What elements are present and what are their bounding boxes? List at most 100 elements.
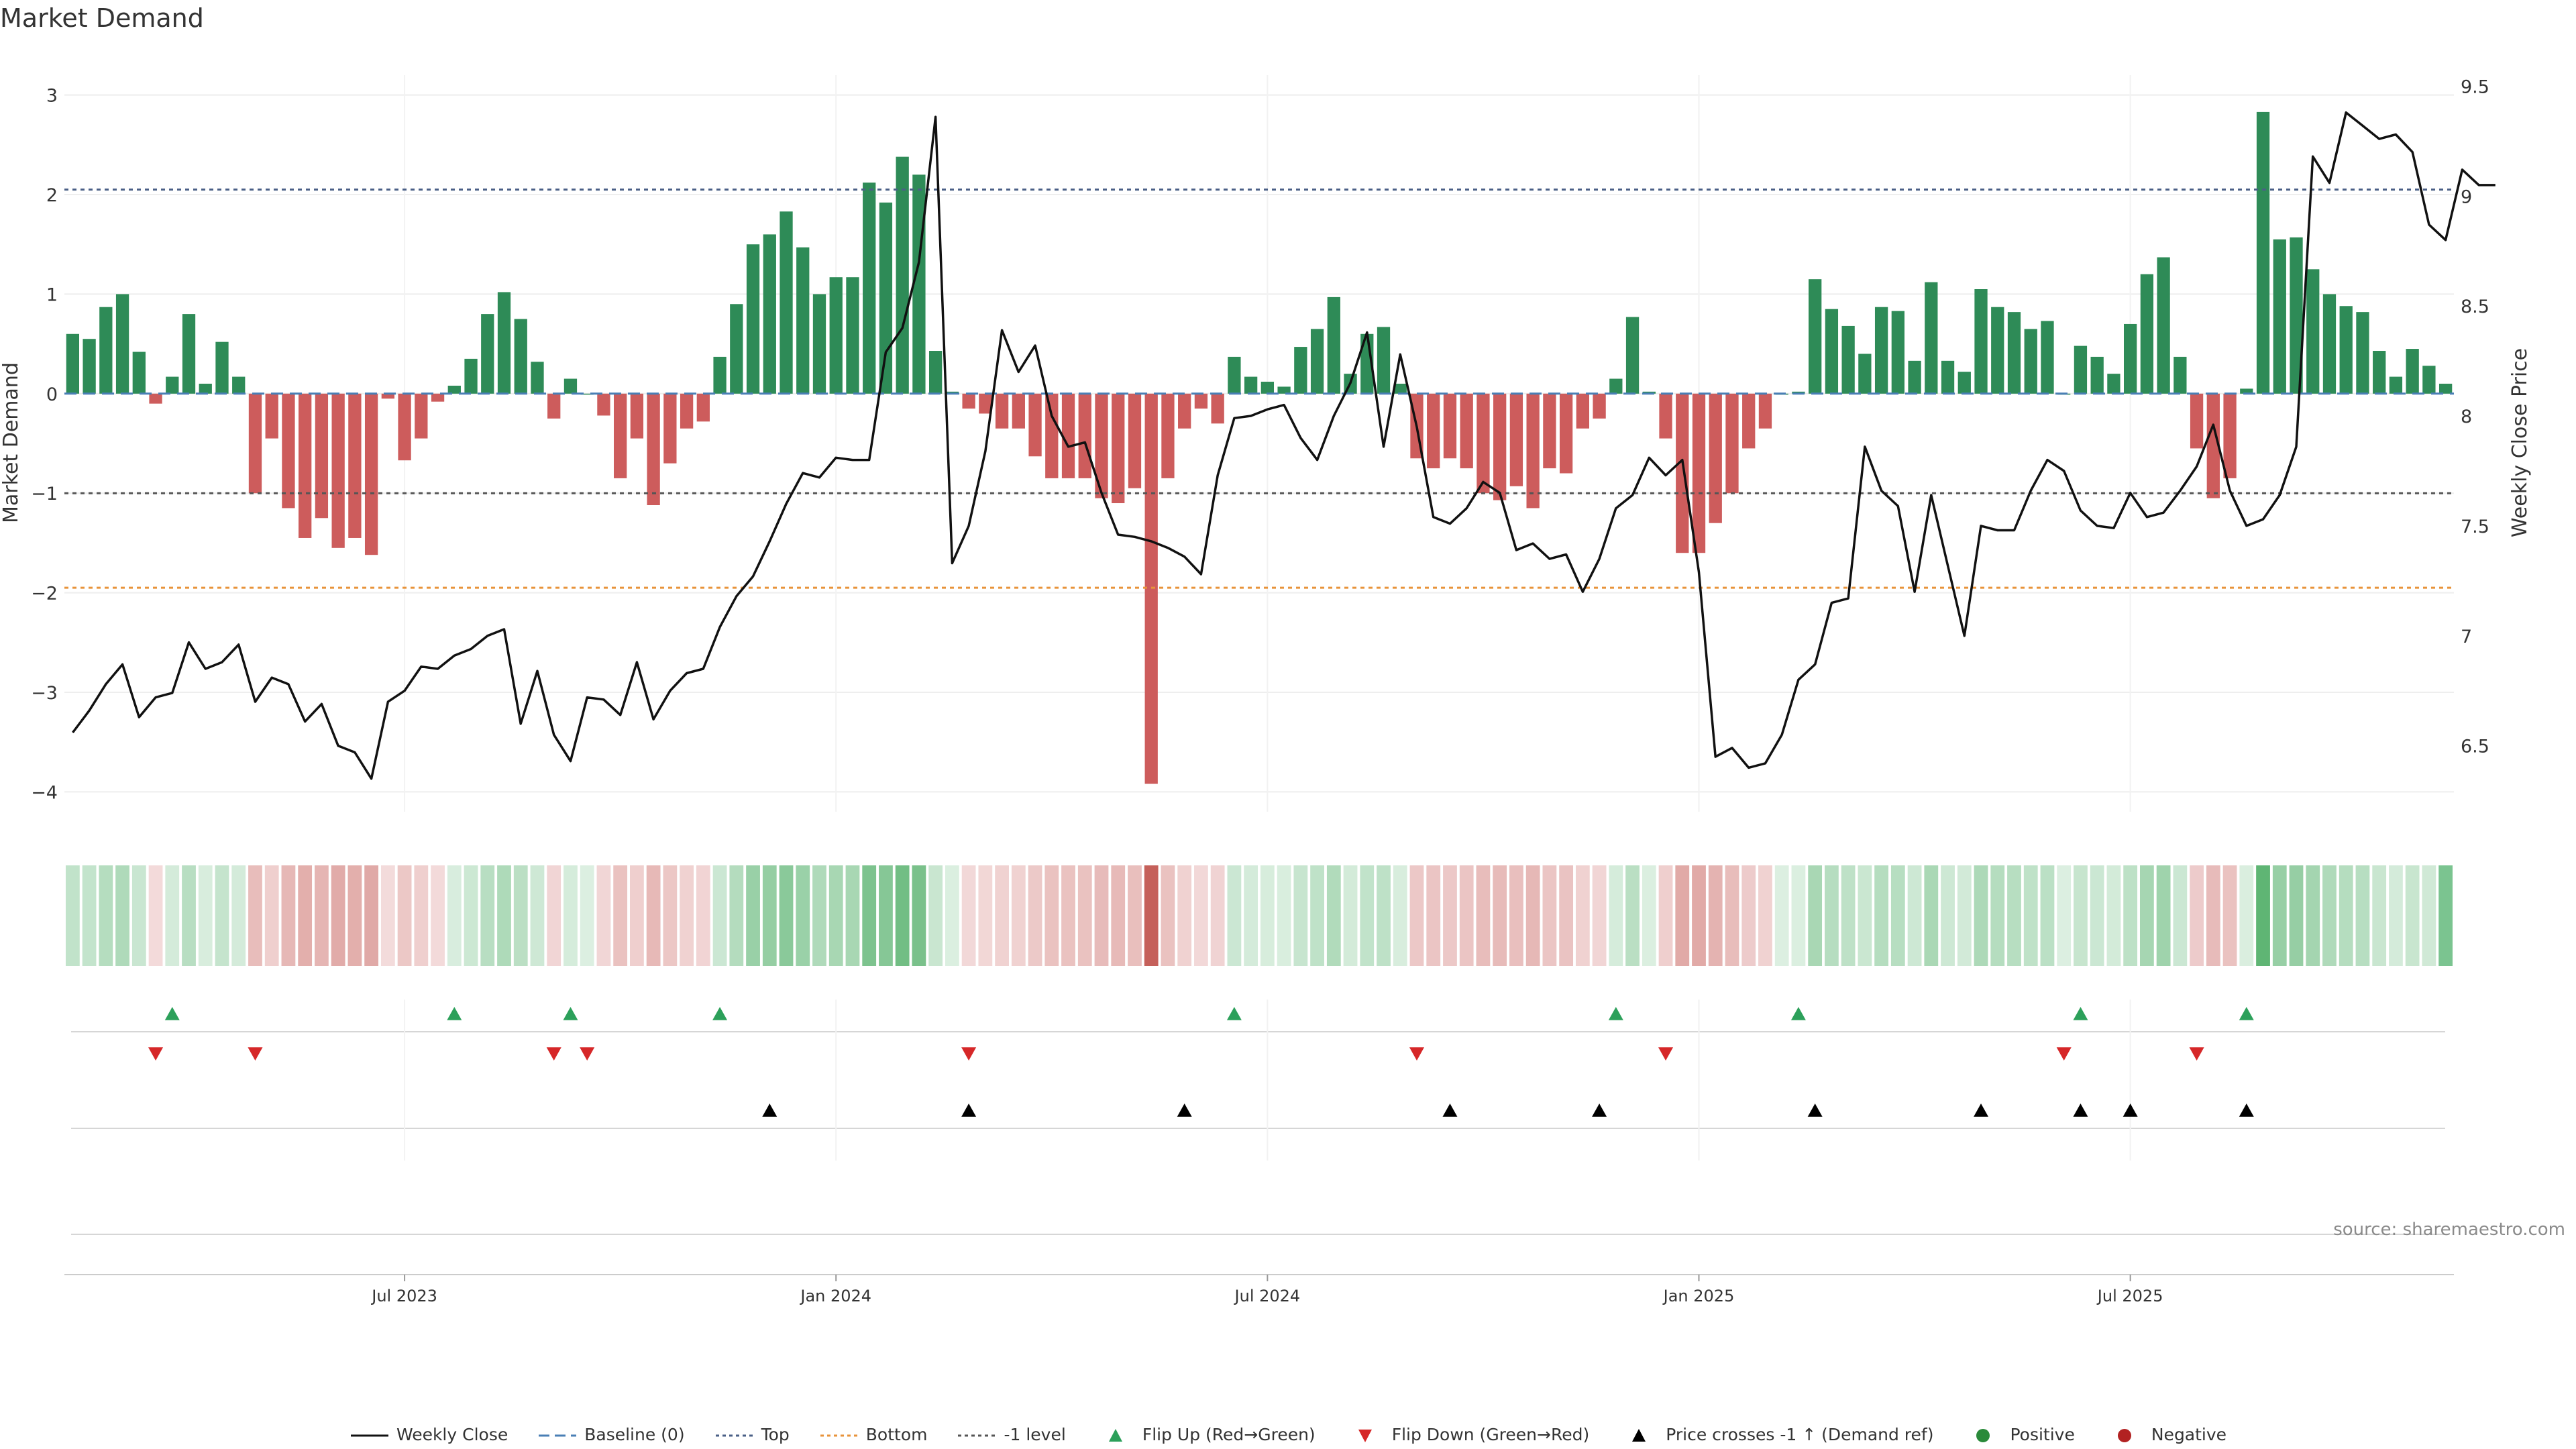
price-cross-marker	[762, 1104, 777, 1117]
strip-cell	[1509, 865, 1523, 966]
demand-bar	[1211, 393, 1224, 424]
x-tick-label: Jan 2025	[1662, 1287, 1735, 1305]
legend-swatch	[1632, 1428, 1646, 1442]
demand-bar	[1327, 297, 1340, 394]
strip-cell	[2139, 865, 2154, 966]
legend-label: Positive	[2010, 1424, 2075, 1444]
strip-cell	[1692, 865, 1706, 966]
flip-up-marker	[1790, 1007, 1806, 1020]
y-tick-label: 2	[46, 185, 58, 206]
strip-cell	[431, 865, 445, 966]
strip-cell	[2156, 865, 2171, 966]
demand-bar	[99, 307, 113, 394]
demand-bar	[1028, 393, 1042, 457]
strip-cell	[414, 865, 429, 966]
strip-cell	[1493, 865, 1507, 966]
strip-cell	[99, 865, 113, 966]
strip-cell	[331, 865, 345, 966]
strip-cell	[1990, 865, 2005, 966]
demand-bar	[1460, 393, 1473, 469]
strip-cell	[2372, 865, 2387, 966]
strip-cell	[1941, 865, 1955, 966]
strip-cell	[2173, 865, 2188, 966]
legend-swatch	[1358, 1429, 1372, 1442]
strip-cell	[680, 865, 694, 966]
strip-cell	[231, 865, 246, 966]
demand-bar	[1543, 393, 1556, 469]
strip-cell	[2090, 865, 2104, 966]
chart-legend: Weekly Close Baseline (0) Top Bottom -1 leve…	[0, 1424, 2576, 1444]
legend-item: -1 level	[957, 1425, 1066, 1444]
demand-bar	[481, 314, 494, 394]
demand-bar	[1758, 393, 1772, 429]
strip-cell	[1808, 865, 1823, 966]
demand-bar	[713, 356, 727, 394]
demand-bar	[1676, 393, 1689, 553]
strip-cell	[1377, 865, 1391, 966]
demand-bar	[2090, 356, 2104, 394]
strip-cell	[2040, 865, 2055, 966]
y-axis-label: Market Demand	[0, 362, 23, 523]
demand-bar	[1625, 317, 1640, 394]
demand-bar	[1709, 393, 1722, 523]
legend-swatch	[2117, 1428, 2131, 1442]
demand-bar	[647, 393, 660, 505]
price-cross-marker	[961, 1104, 977, 1117]
price-cross-marker	[2073, 1104, 2088, 1117]
strip-cell	[564, 865, 578, 966]
strip-cell	[281, 865, 296, 966]
demand-bar	[1809, 279, 1822, 394]
grid-lines	[64, 75, 2454, 812]
flip-down-marker	[961, 1047, 977, 1061]
demand-bar	[812, 294, 826, 394]
flip-down-marker	[2056, 1047, 2072, 1061]
strip-cell	[1525, 865, 1540, 966]
strip-cell	[513, 865, 528, 966]
demand-bar	[763, 234, 776, 394]
strip-cell	[1459, 865, 1474, 966]
demand-bar	[2024, 329, 2037, 394]
y-tick-label: 0	[46, 384, 58, 405]
strip-cell	[148, 865, 163, 966]
demand-bar	[1310, 329, 1324, 394]
strip-cell	[2106, 865, 2121, 966]
strip-cell	[1907, 865, 1922, 966]
strip-cell	[248, 865, 262, 966]
strip-cell	[1244, 865, 1258, 966]
demand-bar	[1260, 382, 1275, 394]
price-cross-marker	[2239, 1104, 2254, 1117]
strip-cell	[796, 865, 810, 966]
flip-down-marker	[1409, 1047, 1424, 1061]
demand-bar	[2007, 312, 2021, 394]
x-tick-label: Jul 2024	[1234, 1287, 1301, 1305]
demand-bar	[331, 393, 345, 548]
y-axis-ticks: 3 2 1 0 −1 −2 −3 −4	[31, 86, 58, 804]
demand-bar	[564, 378, 578, 394]
demand-bar	[364, 393, 378, 555]
demand-bar	[115, 294, 129, 394]
strip-cell	[2023, 865, 2038, 966]
demand-bar	[630, 393, 644, 439]
demand-bar	[1692, 393, 1706, 553]
weekly-close-line	[72, 111, 2496, 780]
y-tick-label: −1	[31, 484, 58, 504]
demand-bar	[464, 358, 478, 394]
demand-bar	[1377, 327, 1391, 394]
strip-cell	[1044, 865, 1059, 966]
strip-cell	[1542, 865, 1557, 966]
source-note: source: sharemaestro.com	[2333, 1220, 2565, 1240]
flip-up-marker	[447, 1007, 462, 1020]
flip-up-marker	[712, 1007, 728, 1020]
y-tick-label: −2	[31, 584, 58, 604]
strip-cell	[1077, 865, 1092, 966]
y-tick-label: −4	[31, 782, 58, 803]
legend-triangle	[1358, 1429, 1372, 1442]
demand-bar	[1393, 383, 1407, 394]
demand-bar	[1974, 289, 1988, 394]
strip-cell	[2306, 865, 2320, 966]
strip-cell	[82, 865, 97, 966]
demand-bar	[580, 393, 594, 395]
demand-bar	[398, 393, 411, 461]
strip-cell	[1177, 865, 1192, 966]
strip-cell	[380, 865, 395, 966]
